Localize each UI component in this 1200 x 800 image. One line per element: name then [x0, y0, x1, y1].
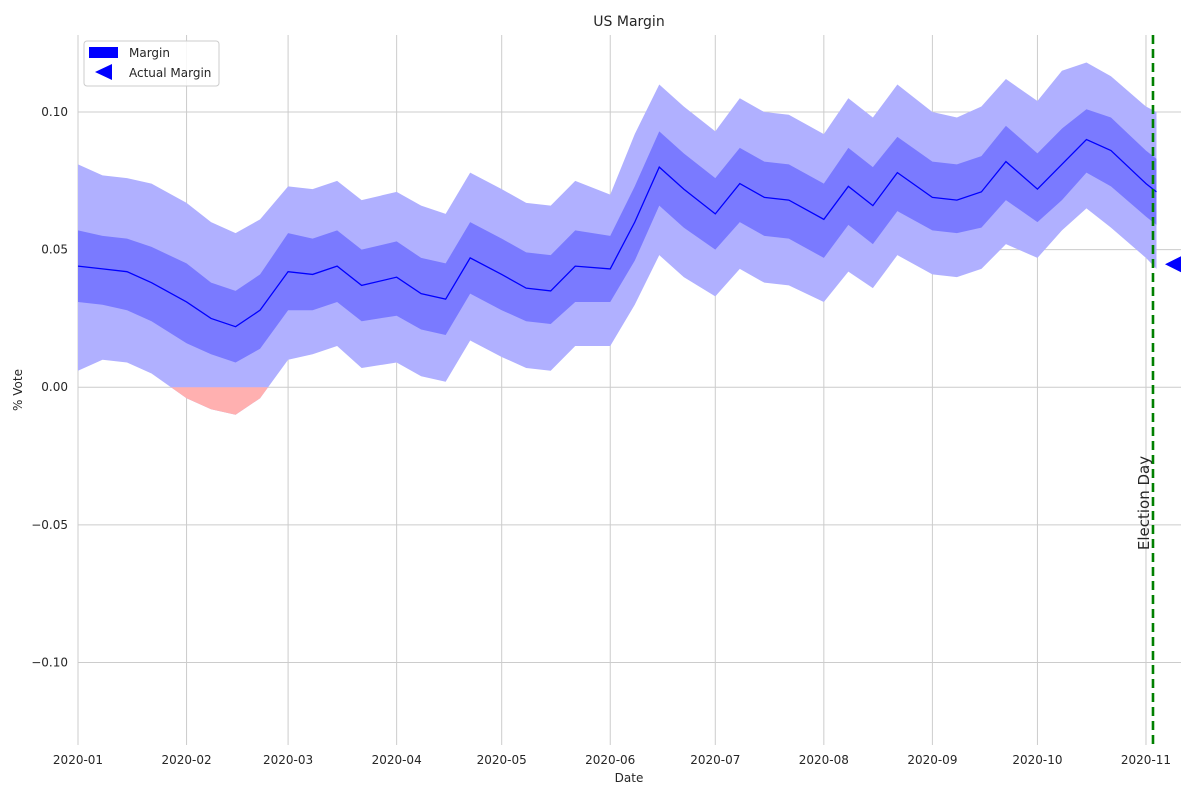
election-day-label: Election Day — [1135, 456, 1153, 550]
x-tick-label: 2020-10 — [1012, 753, 1062, 767]
y-tick-label: −0.05 — [31, 518, 68, 532]
negative-band — [170, 387, 269, 415]
chart-title: US Margin — [593, 14, 664, 30]
y-tick-label: 0.10 — [41, 105, 68, 119]
legend-marker-actual-margin — [95, 64, 112, 80]
inner-confidence-band — [78, 109, 1157, 363]
y-axis-ticks: 0.10 0.05 0.00 −0.05 −0.10 — [31, 105, 68, 669]
x-axis-label: Date — [615, 771, 644, 785]
actual-margin-marker — [1165, 256, 1181, 273]
margin-line — [77, 138, 1157, 328]
x-tick-label: 2020-06 — [585, 753, 635, 767]
y-tick-label: 0.00 — [41, 380, 68, 394]
x-tick-label: 2020-07 — [690, 753, 740, 767]
y-tick-label: −0.10 — [31, 655, 68, 669]
lines — [77, 138, 1157, 328]
x-tick-label: 2020-03 — [263, 753, 313, 767]
x-tick-label: 2020-05 — [477, 753, 527, 767]
x-tick-label: 2020-08 — [799, 753, 849, 767]
legend: Margin Actual Margin — [83, 40, 220, 87]
y-axis-label: % Vote — [11, 369, 25, 411]
x-tick-label: 2020-09 — [907, 753, 957, 767]
x-tick-label: 2020-02 — [161, 753, 211, 767]
legend-label-actual-margin: Actual Margin — [129, 66, 211, 80]
y-tick-label: 0.05 — [41, 243, 68, 257]
bands — [78, 62, 1157, 415]
x-tick-label: 2020-11 — [1121, 753, 1171, 767]
legend-label-margin: Margin — [129, 46, 170, 60]
x-tick-label: 2020-04 — [372, 753, 422, 767]
annotations: Election Day — [1135, 35, 1181, 745]
legend-swatch-margin — [89, 47, 118, 58]
x-tick-label: 2020-01 — [53, 753, 103, 767]
x-axis-ticks: 2020-01 2020-02 2020-03 2020-04 2020-05 2020-… — [53, 753, 1171, 767]
